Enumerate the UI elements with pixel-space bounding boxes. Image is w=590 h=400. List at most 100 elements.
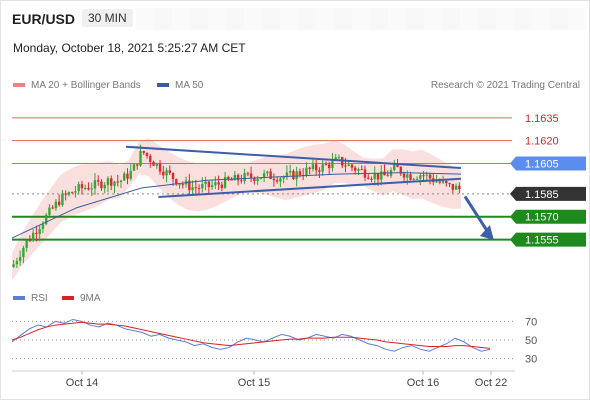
candle-body xyxy=(402,173,406,178)
candle-body xyxy=(51,207,54,209)
level-label-2: 1.1605 xyxy=(525,158,559,170)
candle-body xyxy=(298,171,302,175)
candle-body xyxy=(441,181,445,183)
candle-body xyxy=(321,164,324,172)
candle-body xyxy=(311,164,315,170)
candle-body xyxy=(165,170,168,176)
candle-body xyxy=(113,181,116,186)
candle-body xyxy=(373,173,376,179)
candle-body xyxy=(191,187,194,191)
legend-swatch-rsi xyxy=(13,296,25,301)
candle-body xyxy=(217,182,220,185)
projection-arrow-head xyxy=(479,225,494,241)
legend-bollinger: MA 20 + Bollinger Bands xyxy=(13,80,141,91)
candle-body xyxy=(123,173,126,181)
candle-body xyxy=(266,171,269,174)
candle-body xyxy=(227,176,230,180)
candle-body xyxy=(337,157,341,159)
candle-body xyxy=(181,184,184,186)
level-label-5: 1.1555 xyxy=(525,235,559,247)
candle-body xyxy=(158,163,162,172)
candle-body xyxy=(132,164,136,171)
legend-swatch-ma50 xyxy=(157,83,169,88)
candle-body xyxy=(204,181,207,185)
candle-body xyxy=(197,188,201,190)
candle-body xyxy=(74,191,77,193)
candle-body xyxy=(448,183,451,185)
candle-body xyxy=(275,180,279,182)
candle-body xyxy=(285,172,289,178)
candle-body xyxy=(386,175,389,177)
candle-body xyxy=(282,177,285,179)
legend-bollinger-label: MA 20 + Bollinger Bands xyxy=(31,80,141,91)
credit-text: Research © 2021 Trading Central xyxy=(430,80,580,91)
candle-body xyxy=(171,172,175,180)
candle-body xyxy=(22,247,25,258)
candle-body xyxy=(35,232,38,235)
candle-body xyxy=(419,175,422,179)
candle-body xyxy=(41,224,45,229)
candle-body xyxy=(399,167,402,174)
rsi-tick-50: 50 xyxy=(525,335,537,347)
candle-body xyxy=(445,181,448,184)
rsi-series-9ma xyxy=(11,321,491,349)
legend-swatch-9ma xyxy=(62,296,74,301)
candle-body xyxy=(90,188,93,190)
candle-body xyxy=(428,174,432,179)
candle-body xyxy=(220,184,224,188)
candle-body xyxy=(370,178,373,180)
ma50-line xyxy=(11,172,461,239)
candle-body xyxy=(70,192,74,194)
candle-body xyxy=(44,214,48,225)
candle-body xyxy=(347,164,350,166)
candle-body xyxy=(376,173,380,180)
candle-body xyxy=(93,180,97,189)
legend-9ma-label: 9MA xyxy=(80,293,101,304)
candle-body xyxy=(103,184,106,189)
legend-9ma: 9MA xyxy=(62,293,101,304)
level-tag-2 xyxy=(510,156,586,171)
candle-body xyxy=(145,152,149,156)
candle-body xyxy=(201,184,204,189)
level-label-0: 1.1635 xyxy=(525,113,559,125)
candle-body xyxy=(425,174,428,176)
candle-body xyxy=(236,174,240,181)
candle-body xyxy=(249,173,253,178)
candle-body xyxy=(188,180,191,191)
candle-body xyxy=(116,181,119,183)
timeframe-badge[interactable]: 30 MIN xyxy=(82,9,133,27)
candle-body xyxy=(412,178,415,180)
level-label-3: 1.1585 xyxy=(525,189,559,201)
candle-body xyxy=(25,240,28,248)
candle-body xyxy=(136,164,139,166)
candle-body xyxy=(328,164,331,169)
candle-body xyxy=(288,170,292,173)
candle-body xyxy=(61,193,64,205)
candle-body xyxy=(451,183,455,190)
candle-body xyxy=(84,187,87,189)
candle-body xyxy=(80,184,84,189)
candle-body xyxy=(331,160,334,169)
rsi-tick-30: 30 xyxy=(525,354,537,366)
candle-body xyxy=(230,179,233,181)
candle-body xyxy=(380,171,383,180)
candle-body xyxy=(97,180,100,182)
legend-ma50: MA 50 xyxy=(157,80,203,91)
candle-body xyxy=(262,173,266,178)
legend-swatch-bollinger xyxy=(13,83,25,88)
candle-body xyxy=(178,184,181,186)
rsi-series-rsi xyxy=(11,318,491,352)
candle-body xyxy=(406,174,409,178)
candle-body xyxy=(256,178,259,181)
candle-body xyxy=(142,151,145,153)
candle-body xyxy=(110,178,113,186)
x-tick-label-2: Oct 16 xyxy=(407,377,439,389)
candle-body xyxy=(233,174,237,181)
candle-body xyxy=(422,175,425,177)
candle-body xyxy=(48,207,51,215)
candle-body xyxy=(393,164,396,171)
candle-body xyxy=(207,181,211,188)
trendline-upper xyxy=(125,145,462,170)
candle-body xyxy=(292,170,295,180)
candle-body xyxy=(100,181,103,189)
